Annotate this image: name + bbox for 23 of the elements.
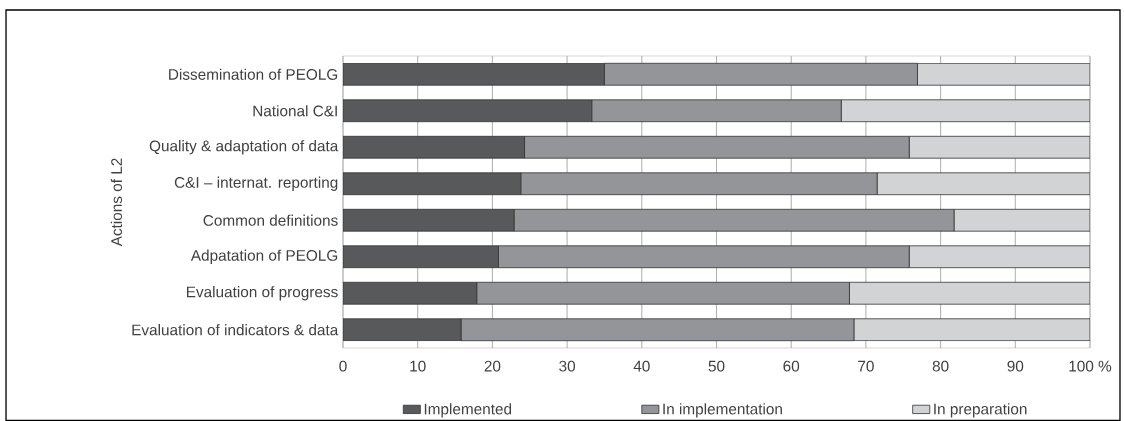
legend-label: In implementation	[663, 403, 782, 418]
x-tick-label: 10	[410, 360, 426, 372]
y-tick-label: Quality & adaptation of data	[149, 140, 339, 155]
x-tick-label: 60	[783, 360, 800, 372]
x-tick-label: 80	[932, 360, 949, 372]
x-tick-label: 50	[708, 360, 725, 372]
legend-label: In preparation	[934, 403, 1027, 418]
y-tick-label: Evaluation of progress	[186, 286, 338, 301]
y-tick-label: Evaluation of indicators & data	[132, 324, 339, 336]
y-axis-title: Actions of L2	[110, 158, 123, 247]
y-tick-label: Dissemination of PEOLG	[169, 68, 338, 80]
y-tick-label: Common definitions	[203, 214, 338, 226]
legend-label: Implemented	[424, 403, 512, 418]
x-tick-label: 100 %	[1069, 360, 1112, 372]
x-tick-label: 30	[559, 360, 576, 372]
x-tick-label: 90	[1007, 360, 1024, 372]
x-tick-label: 70	[858, 360, 874, 372]
y-tick-label: National C&I	[253, 105, 337, 117]
x-tick-label: 40	[633, 360, 650, 372]
x-tick-label: 0	[339, 360, 347, 372]
x-tick-label: 20	[484, 360, 501, 372]
y-tick-label: Adpatation of PEOLG	[190, 249, 338, 264]
y-tick-label: C&I – internat. reporting	[174, 176, 338, 191]
